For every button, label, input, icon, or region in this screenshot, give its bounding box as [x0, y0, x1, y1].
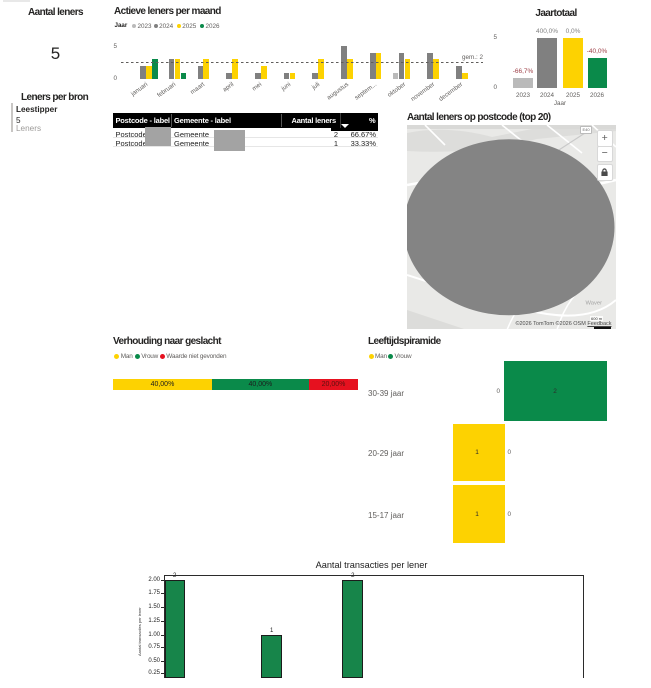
svg-text:Waver: Waver — [586, 300, 603, 306]
